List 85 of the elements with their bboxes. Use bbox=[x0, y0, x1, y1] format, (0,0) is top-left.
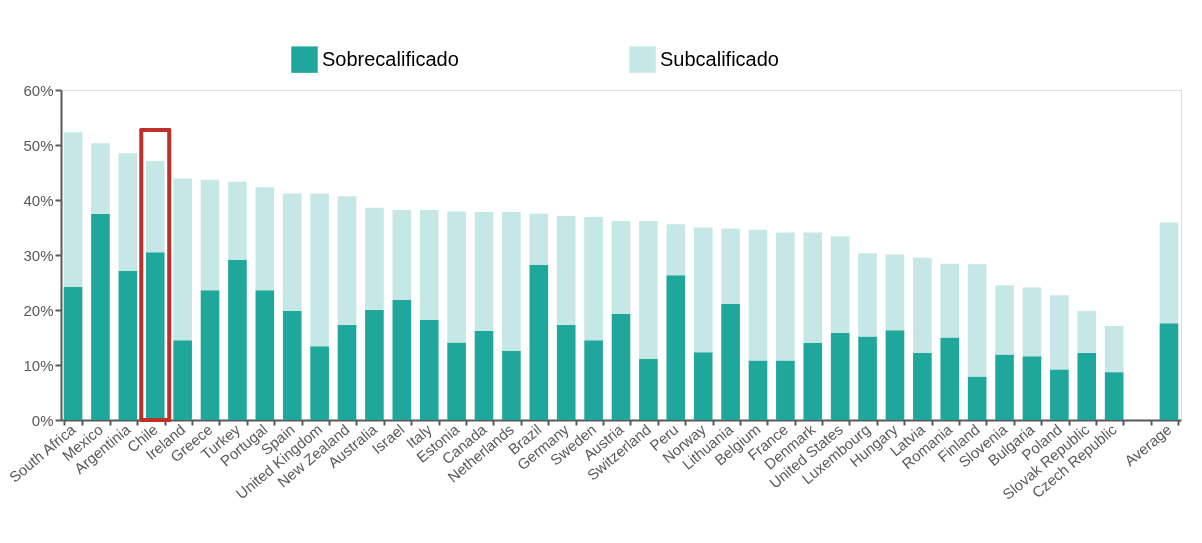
y-tick-label: 30% bbox=[23, 246, 54, 264]
bar bbox=[584, 217, 603, 341]
bar bbox=[1077, 311, 1097, 353]
bar bbox=[228, 181, 247, 260]
bar bbox=[803, 343, 823, 420]
bar bbox=[803, 232, 823, 343]
bar bbox=[419, 319, 439, 420]
bar bbox=[666, 224, 686, 276]
bar bbox=[529, 264, 549, 420]
bar bbox=[995, 285, 1014, 355]
bar bbox=[1104, 372, 1124, 420]
bar bbox=[1159, 323, 1179, 420]
bar bbox=[967, 264, 987, 377]
bar bbox=[830, 333, 850, 420]
bar bbox=[173, 340, 192, 420]
bar bbox=[611, 313, 631, 420]
bar bbox=[419, 209, 439, 320]
y-tick-label: 0% bbox=[31, 411, 54, 429]
bar bbox=[447, 211, 466, 343]
bar bbox=[447, 342, 466, 420]
bar bbox=[556, 324, 576, 420]
bar bbox=[995, 354, 1014, 420]
bar bbox=[91, 143, 110, 214]
bar bbox=[1104, 325, 1124, 373]
y-tick-label: 60% bbox=[23, 81, 54, 99]
bar bbox=[885, 254, 905, 331]
bar bbox=[1050, 295, 1069, 370]
legend-label: Sobrecalificado bbox=[322, 47, 459, 70]
bar bbox=[63, 132, 83, 287]
bar bbox=[639, 220, 658, 359]
bar bbox=[337, 196, 357, 325]
bar bbox=[145, 160, 165, 253]
bar bbox=[365, 207, 384, 310]
bar bbox=[721, 303, 740, 420]
bar bbox=[913, 352, 932, 420]
bar bbox=[228, 259, 247, 420]
y-tick-label: 20% bbox=[23, 301, 54, 319]
bar bbox=[584, 340, 603, 420]
bar bbox=[858, 253, 877, 337]
bar bbox=[967, 376, 987, 420]
bar bbox=[748, 360, 768, 420]
bar bbox=[858, 336, 877, 420]
bar bbox=[693, 352, 713, 420]
bar bbox=[474, 330, 494, 420]
bar bbox=[365, 310, 384, 420]
bar bbox=[1022, 287, 1042, 357]
bar bbox=[776, 360, 795, 420]
bar bbox=[748, 229, 768, 361]
bar bbox=[63, 286, 83, 420]
bar bbox=[1050, 369, 1069, 420]
bar bbox=[200, 179, 220, 291]
bar bbox=[666, 275, 686, 420]
bar bbox=[392, 300, 412, 420]
bar bbox=[310, 346, 329, 420]
bar bbox=[940, 263, 960, 338]
bar bbox=[255, 187, 275, 291]
bar bbox=[474, 212, 494, 331]
y-tick-label: 40% bbox=[23, 191, 54, 209]
bar bbox=[830, 236, 850, 334]
bar bbox=[1077, 352, 1097, 420]
bar bbox=[885, 330, 905, 420]
bar bbox=[310, 193, 329, 347]
bar bbox=[282, 193, 302, 312]
bar bbox=[940, 337, 960, 420]
bar bbox=[282, 311, 302, 420]
bar bbox=[255, 290, 275, 420]
bar bbox=[337, 324, 357, 420]
bar bbox=[1159, 222, 1179, 324]
y-tick-label: 10% bbox=[23, 356, 54, 374]
bar bbox=[502, 212, 521, 351]
y-tick-label: 50% bbox=[23, 136, 54, 154]
bar bbox=[776, 232, 795, 361]
bar bbox=[91, 213, 110, 420]
bar bbox=[611, 220, 631, 314]
bar bbox=[529, 213, 549, 265]
bar bbox=[502, 350, 521, 420]
legend-label: Subcalificado bbox=[660, 47, 779, 70]
bar bbox=[200, 290, 220, 420]
bar bbox=[693, 227, 713, 353]
bar bbox=[392, 209, 412, 301]
bar bbox=[1022, 356, 1042, 420]
bar bbox=[556, 215, 576, 325]
bar bbox=[639, 358, 658, 420]
bar bbox=[913, 257, 932, 353]
bar bbox=[721, 228, 740, 304]
